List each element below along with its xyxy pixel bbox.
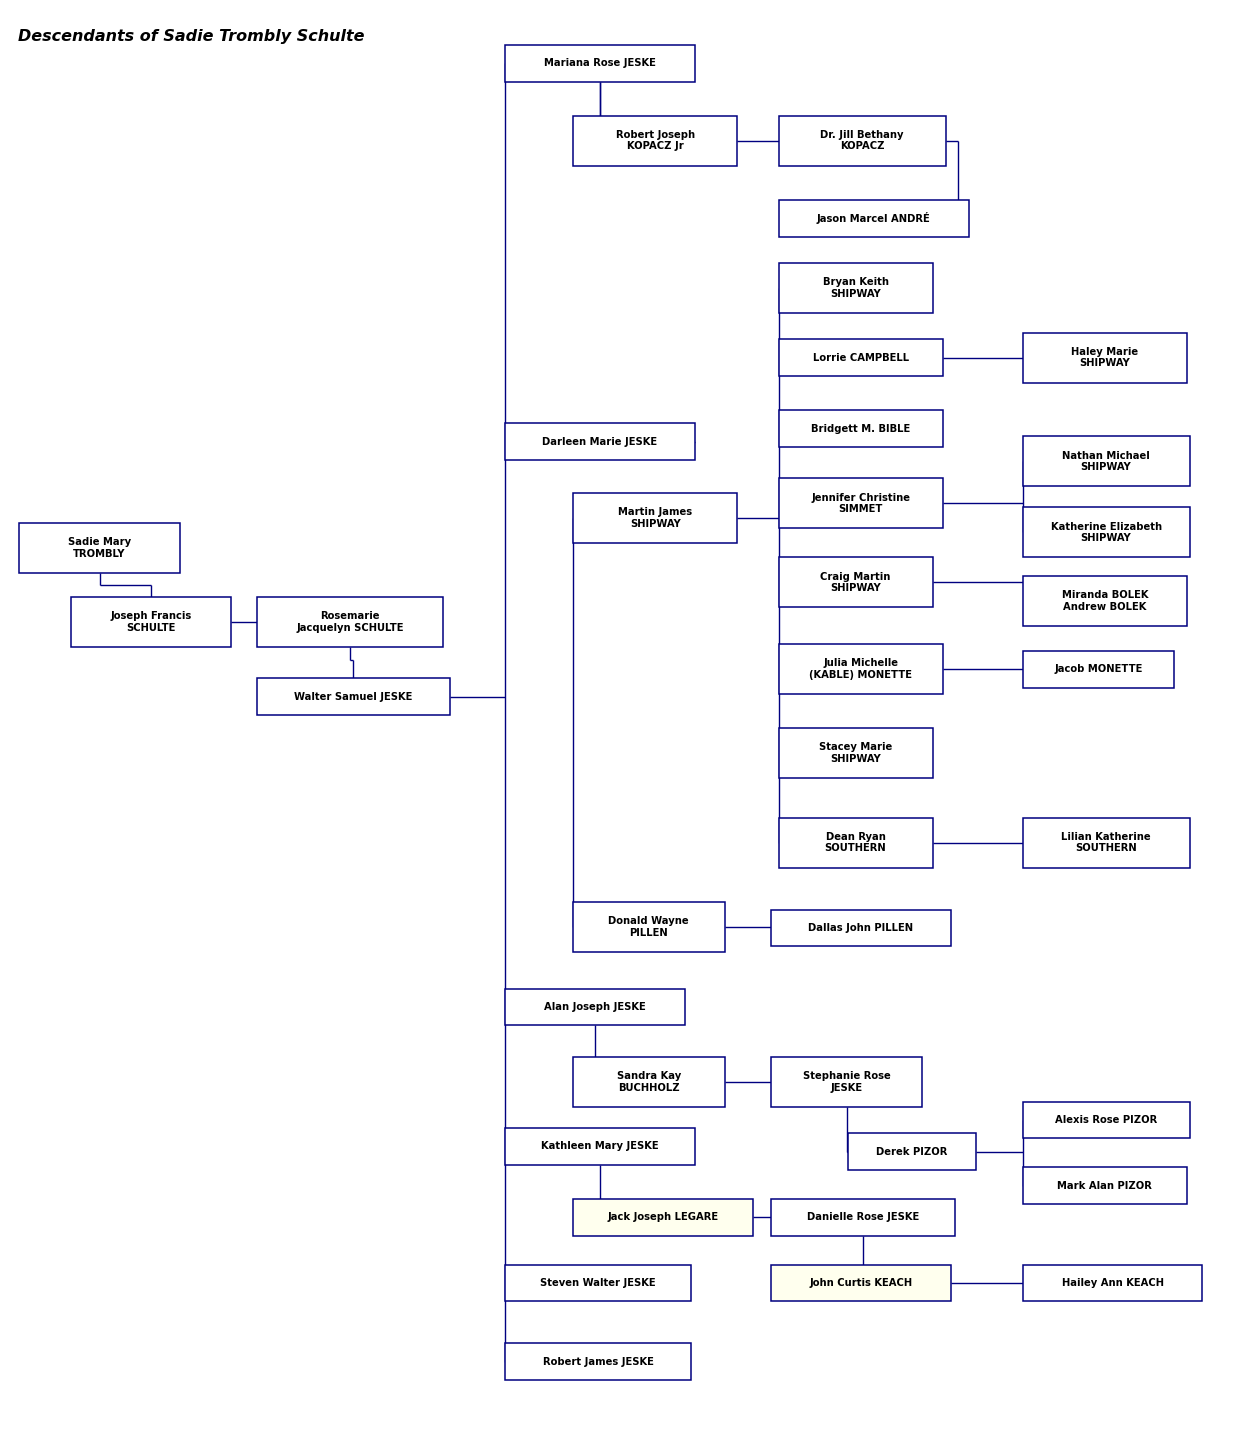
FancyBboxPatch shape: [573, 116, 738, 166]
FancyBboxPatch shape: [778, 200, 968, 237]
FancyBboxPatch shape: [257, 597, 443, 646]
FancyBboxPatch shape: [847, 1134, 977, 1170]
FancyBboxPatch shape: [1022, 1167, 1187, 1205]
FancyBboxPatch shape: [19, 523, 180, 573]
FancyBboxPatch shape: [778, 817, 933, 868]
Text: Dallas John PILLEN: Dallas John PILLEN: [808, 923, 913, 933]
FancyBboxPatch shape: [771, 1057, 923, 1106]
Text: Kathleen Mary JESKE: Kathleen Mary JESKE: [541, 1141, 658, 1151]
Text: Jacob MONETTE: Jacob MONETTE: [1054, 664, 1143, 674]
Text: Alexis Rose PIZOR: Alexis Rose PIZOR: [1055, 1115, 1157, 1125]
FancyBboxPatch shape: [778, 263, 933, 312]
Text: Haley Marie
SHIPWAY: Haley Marie SHIPWAY: [1071, 347, 1138, 369]
Text: Darleen Marie JESKE: Darleen Marie JESKE: [543, 437, 657, 447]
FancyBboxPatch shape: [505, 424, 695, 460]
FancyBboxPatch shape: [778, 411, 943, 447]
FancyBboxPatch shape: [257, 678, 449, 716]
Text: Stephanie Rose
JESKE: Stephanie Rose JESKE: [803, 1071, 890, 1093]
Text: Dean Ryan
SOUTHERN: Dean Ryan SOUTHERN: [825, 831, 886, 853]
Text: Bryan Keith
SHIPWAY: Bryan Keith SHIPWAY: [822, 278, 889, 299]
FancyBboxPatch shape: [1022, 576, 1187, 626]
FancyBboxPatch shape: [1022, 508, 1190, 557]
Text: Stacey Marie
SHIPWAY: Stacey Marie SHIPWAY: [820, 742, 893, 763]
FancyBboxPatch shape: [505, 1265, 691, 1301]
Text: Donald Wayne
PILLEN: Donald Wayne PILLEN: [608, 915, 689, 937]
FancyBboxPatch shape: [1022, 437, 1190, 486]
Text: Robert Joseph
KOPACZ Jr: Robert Joseph KOPACZ Jr: [616, 130, 695, 152]
Text: Joseph Francis
SCHULTE: Joseph Francis SCHULTE: [111, 612, 191, 632]
Text: Jack Joseph LEGARE: Jack Joseph LEGARE: [607, 1212, 719, 1222]
FancyBboxPatch shape: [1022, 651, 1175, 687]
FancyBboxPatch shape: [778, 729, 933, 778]
Text: Katherine Elizabeth
SHIPWAY: Katherine Elizabeth SHIPWAY: [1050, 522, 1162, 544]
FancyBboxPatch shape: [778, 557, 933, 607]
Text: Julia Michelle
(KABLE) MONETTE: Julia Michelle (KABLE) MONETTE: [810, 658, 913, 680]
FancyBboxPatch shape: [1022, 817, 1190, 868]
Text: Mariana Rose JESKE: Mariana Rose JESKE: [544, 58, 656, 68]
Text: Steven Walter JESKE: Steven Walter JESKE: [540, 1278, 656, 1288]
FancyBboxPatch shape: [1022, 1265, 1202, 1301]
Text: Dr. Jill Bethany
KOPACZ: Dr. Jill Bethany KOPACZ: [821, 130, 904, 152]
FancyBboxPatch shape: [505, 1128, 695, 1164]
Text: Rosemarie
Jacquelyn SCHULTE: Rosemarie Jacquelyn SCHULTE: [296, 612, 404, 632]
Text: Sadie Mary
TROMBLY: Sadie Mary TROMBLY: [68, 538, 131, 560]
Text: Sandra Kay
BUCHHOLZ: Sandra Kay BUCHHOLZ: [617, 1071, 681, 1093]
Text: Alan Joseph JESKE: Alan Joseph JESKE: [544, 1002, 646, 1012]
FancyBboxPatch shape: [771, 910, 951, 947]
Text: Craig Martin
SHIPWAY: Craig Martin SHIPWAY: [821, 571, 891, 593]
FancyBboxPatch shape: [778, 479, 943, 528]
Text: Descendants of Sadie Trombly Schulte: Descendants of Sadie Trombly Schulte: [18, 29, 365, 43]
FancyBboxPatch shape: [778, 643, 943, 694]
FancyBboxPatch shape: [1022, 1102, 1190, 1138]
Text: Bridgett M. BIBLE: Bridgett M. BIBLE: [811, 424, 910, 434]
Text: Jason Marcel ANDRÉ: Jason Marcel ANDRÉ: [817, 213, 930, 224]
Text: Robert James JESKE: Robert James JESKE: [543, 1356, 653, 1366]
FancyBboxPatch shape: [505, 45, 695, 81]
Text: Jennifer Christine
SIMMET: Jennifer Christine SIMMET: [811, 493, 910, 515]
FancyBboxPatch shape: [771, 1265, 951, 1301]
Text: Hailey Ann KEACH: Hailey Ann KEACH: [1061, 1278, 1163, 1288]
Text: Martin James
SHIPWAY: Martin James SHIPWAY: [618, 508, 692, 529]
Text: Walter Samuel JESKE: Walter Samuel JESKE: [295, 691, 413, 701]
Text: Miranda BOLEK
Andrew BOLEK: Miranda BOLEK Andrew BOLEK: [1061, 590, 1148, 612]
Text: Derek PIZOR: Derek PIZOR: [876, 1147, 948, 1157]
FancyBboxPatch shape: [573, 493, 738, 542]
FancyBboxPatch shape: [505, 989, 685, 1025]
FancyBboxPatch shape: [573, 1057, 725, 1106]
FancyBboxPatch shape: [573, 902, 725, 951]
FancyBboxPatch shape: [505, 1343, 691, 1381]
Text: Lilian Katherine
SOUTHERN: Lilian Katherine SOUTHERN: [1061, 831, 1151, 853]
FancyBboxPatch shape: [1022, 333, 1187, 383]
Text: Mark Alan PIZOR: Mark Alan PIZOR: [1058, 1181, 1152, 1190]
Text: Nathan Michael
SHIPWAY: Nathan Michael SHIPWAY: [1063, 451, 1149, 473]
Text: John Curtis KEACH: John Curtis KEACH: [810, 1278, 913, 1288]
Text: Danielle Rose JESKE: Danielle Rose JESKE: [807, 1212, 919, 1222]
FancyBboxPatch shape: [71, 597, 232, 646]
FancyBboxPatch shape: [771, 1199, 954, 1236]
FancyBboxPatch shape: [778, 116, 946, 166]
FancyBboxPatch shape: [778, 340, 943, 376]
FancyBboxPatch shape: [573, 1199, 753, 1236]
Text: Lorrie CAMPBELL: Lorrie CAMPBELL: [812, 353, 909, 363]
